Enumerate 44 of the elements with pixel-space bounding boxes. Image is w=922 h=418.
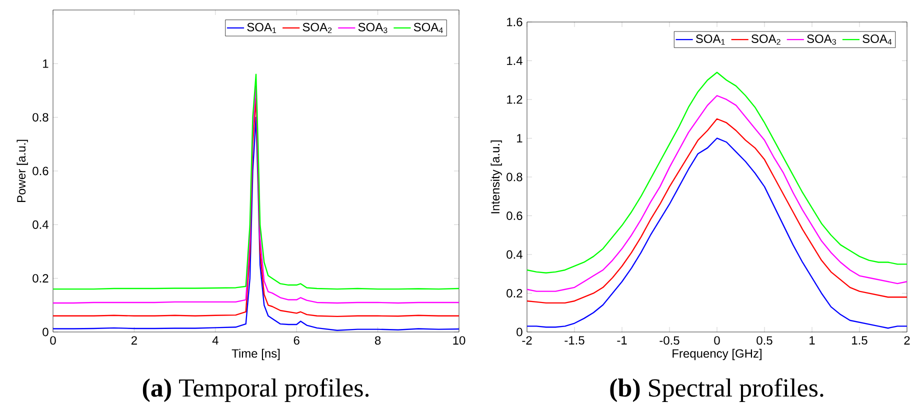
y-tick-label: 0.2 xyxy=(32,274,48,283)
y-tick-label: 1.6 xyxy=(507,18,522,26)
x-tick-label: 0 xyxy=(50,336,56,345)
x-tick-label: 4 xyxy=(212,336,218,344)
y-tick-label: 0.8 xyxy=(506,172,522,182)
y-tick-label: 0.8 xyxy=(32,113,48,122)
y-tick-label: 0.4 xyxy=(506,250,522,259)
y-tick-label: 0.6 xyxy=(32,166,48,176)
x-tick-label: 6 xyxy=(294,336,300,345)
x-tick-label: 8 xyxy=(374,336,381,345)
y-tick-label: 0.2 xyxy=(506,288,522,298)
text: (b) Spectral profiles. xyxy=(610,378,824,402)
legend-label: SOA$_{2}$ xyxy=(752,34,780,45)
x-tick-label: 10 xyxy=(453,336,466,345)
legend-label: SOA$_{3}$ xyxy=(358,22,388,34)
y-tick-label: 1.2 xyxy=(507,95,522,104)
y-tick-label: 0.6 xyxy=(506,211,522,220)
x-tick-label: -1 xyxy=(617,336,627,344)
x-tick-label: 0.5 xyxy=(756,336,772,345)
y-tick-label: 0 xyxy=(42,328,48,336)
x-tick-label: 1.5 xyxy=(852,336,868,345)
y-tick-label: 1.4 xyxy=(507,56,522,65)
y-tick-label: 0.4 xyxy=(32,220,48,229)
x-tick-label: -2 xyxy=(522,336,532,345)
x-tick-label: 2 xyxy=(904,336,910,345)
y-tick-label: 0 xyxy=(516,328,522,336)
legend-label: SOA$_{1}$ xyxy=(247,22,276,34)
legend-label: SOA$_{4}$ xyxy=(414,22,443,34)
legend-label: SOA$_{2}$ xyxy=(302,22,332,34)
legend-label: SOA$_{1}$ xyxy=(696,34,725,45)
x-tick-label: 2 xyxy=(131,336,137,345)
x-tick-label: 0 xyxy=(714,336,720,345)
x-axis-title: Frequency [GHz] xyxy=(672,348,762,360)
y-axis-title: Intensity [a.u.] xyxy=(490,140,502,214)
x-axis-title: Time [ns] xyxy=(232,348,280,360)
legend-label: SOA$_{4}$ xyxy=(862,34,892,45)
x-tick-label: 1 xyxy=(810,336,815,344)
x-tick-label: -1.5 xyxy=(564,336,584,345)
y-axis-title: Power [a.u.] xyxy=(16,140,28,202)
y-tick-label: 1 xyxy=(43,60,48,68)
legend-label: SOA$_{3}$ xyxy=(807,34,836,45)
y-tick-label: 1 xyxy=(517,134,522,142)
text: (a) Temporal profiles. xyxy=(142,378,369,402)
x-tick-label: -0.5 xyxy=(660,336,680,345)
